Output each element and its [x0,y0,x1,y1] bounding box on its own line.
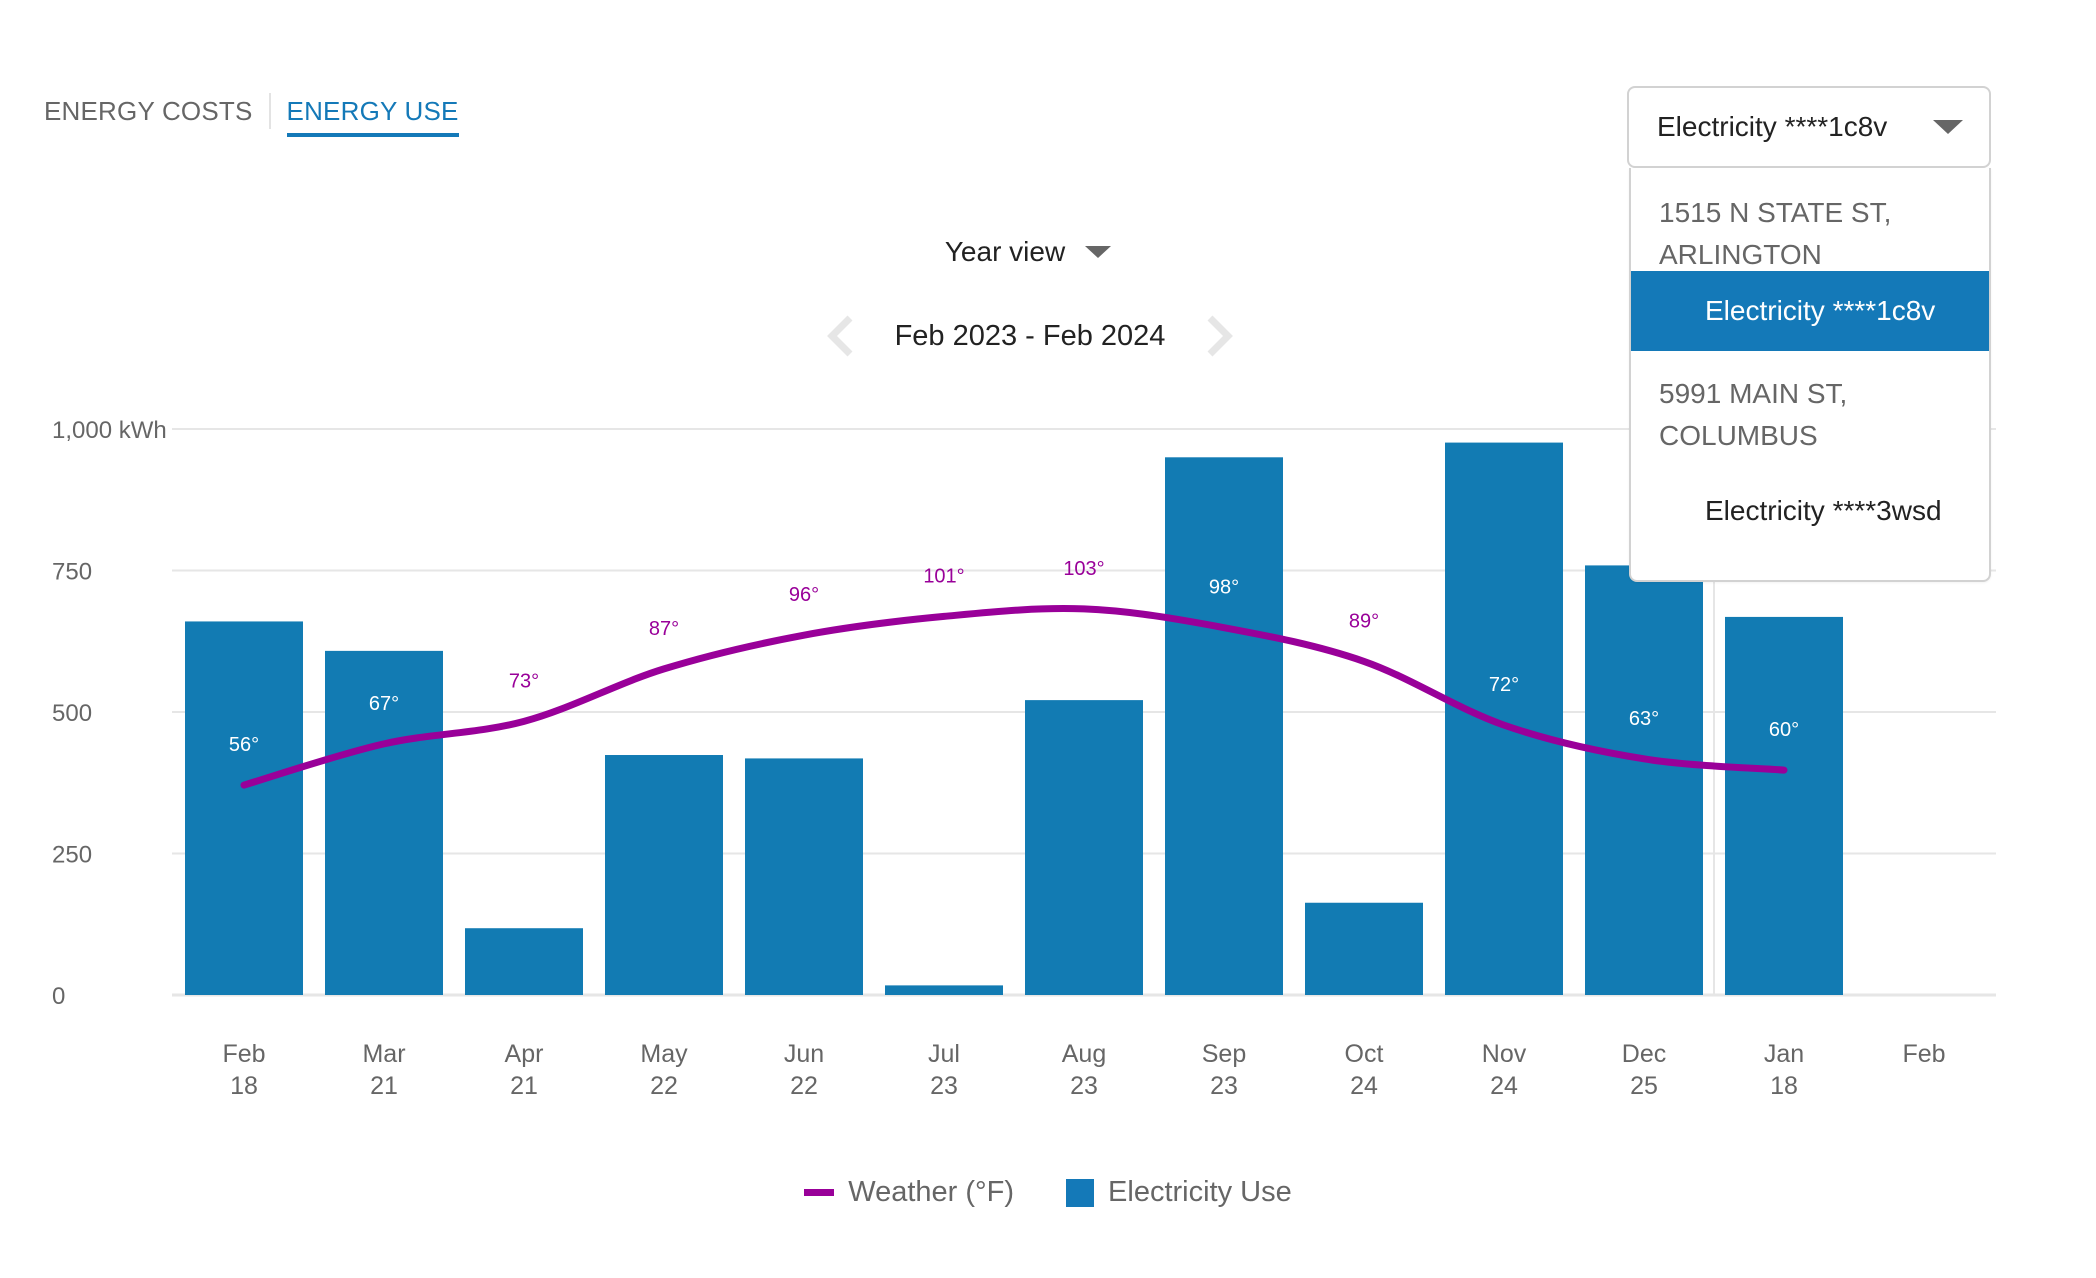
x-tick-day: 18 [230,1072,258,1100]
weather-data-label: 56° [229,734,259,756]
weather-data-label: 101° [923,565,964,587]
menu-option-electricity-3wsd[interactable]: Electricity ****3wsd [1705,495,1942,526]
weather-data-label: 98° [1209,577,1239,599]
x-tick-month: Jul [928,1040,960,1068]
view-select-wrapper: Year view [0,236,2056,268]
x-tick-day: 23 [930,1072,958,1100]
x-tick-month: Feb [1902,1040,1945,1068]
x-tick-month: Nov [1482,1040,1527,1068]
legend-label-electricity: Electricity Use [1108,1176,1292,1208]
view-select-label: Year view [944,236,1066,267]
legend-label-weather: Weather (°F) [848,1176,1015,1208]
bar-electricity-use [745,758,863,995]
bar-electricity-use [325,650,443,995]
legend-box-swatch [1066,1178,1095,1207]
x-tick-month: May [640,1040,688,1068]
weather-data-label: 63° [1629,708,1659,730]
bar-electricity-use [1165,457,1283,995]
chevron-left-icon[interactable] [820,314,864,358]
bar-electricity-use [1725,616,1843,995]
x-tick-month: Feb [222,1040,265,1068]
chart-legend: Weather (°F) Electricity Use [0,1176,2096,1209]
legend-item-electricity[interactable]: Electricity Use [1066,1176,1292,1209]
weather-data-label: 96° [789,584,819,606]
x-tick-day: 24 [1350,1072,1378,1100]
x-tick-month: Dec [1622,1040,1666,1068]
weather-data-label: 72° [1489,674,1519,696]
menu-group-columbus: 5991 MAIN ST, COLUMBUS [1659,378,1848,451]
bar-electricity-use [185,621,303,995]
account-select-value: Electricity ****1c8v [1657,111,1888,142]
date-range-label: Feb 2023 - Feb 2024 [894,319,1166,352]
bar-electricity-use [465,928,583,995]
weather-data-label: 67° [369,693,399,715]
x-tick-day: 18 [1770,1072,1798,1100]
x-tick-month: Jun [784,1040,824,1068]
x-tick-month: Mar [362,1040,405,1068]
caret-down-icon [1085,246,1112,258]
weather-line [240,605,1788,789]
legend-line-swatch [804,1189,835,1196]
x-tick-month: Jan [1764,1040,1804,1068]
x-tick-day: 23 [1210,1072,1238,1100]
bar-electricity-use [1445,442,1563,996]
y-tick-label: 500 [52,700,92,727]
weather-data-label: 73° [509,670,539,692]
account-dropdown-menu: 1515 N STATE ST, ARLINGTON Electricity *… [1629,168,1991,582]
y-tick-label: 250 [52,842,92,869]
legend-item-weather[interactable]: Weather (°F) [804,1176,1014,1209]
chevron-right-icon[interactable] [1196,314,1240,358]
date-range-nav: Feb 2023 - Feb 2024 [820,314,1240,358]
x-tick-day: 23 [1070,1072,1098,1100]
energy-use-chart: 0 250 500 750 1,000 kWh Feb 18 Mar 21 Apr 21 May 22 J… [52,417,1996,1100]
x-tick-day: 21 [370,1072,398,1100]
menu-option-electricity-1c8v[interactable]: Electricity ****1c8v [1631,271,1989,351]
x-tick-month: Oct [1345,1040,1384,1068]
bar-electricity-use [605,755,723,995]
tab-energy-use[interactable]: ENERGY USE [286,96,459,137]
weather-data-label: 89° [1349,610,1379,632]
y-tick-label: 0 [52,983,65,1010]
x-tick-day: 25 [1630,1072,1658,1100]
x-tick-month: Apr [505,1040,544,1068]
bar-electricity-use [885,985,1003,995]
x-tick-day: 24 [1490,1072,1518,1100]
x-tick-day: 22 [650,1072,678,1100]
bar-electricity-use [1025,700,1143,995]
view-select[interactable]: Year view [944,236,1112,268]
caret-down-icon [1933,120,1963,134]
x-tick-day: 21 [510,1072,538,1100]
weather-data-label: 103° [1063,558,1104,580]
y-tick-label: 1,000 kWh [52,417,167,444]
weather-data-label: 87° [649,618,679,640]
x-tick-day: 22 [790,1072,818,1100]
bar-electricity-use [1585,565,1703,995]
tab-divider [268,92,271,129]
tab-energy-costs[interactable]: ENERGY COSTS [44,96,253,126]
account-select[interactable]: Electricity ****1c8v [1627,86,1991,168]
menu-group-arlington: 1515 N STATE ST, ARLINGTON [1659,197,1892,270]
x-tick-month: Aug [1062,1040,1106,1068]
tab-bar: ENERGY COSTS ENERGY USE [44,92,459,137]
bar-electricity-use [1305,902,1423,995]
weather-data-label: 60° [1769,719,1799,741]
y-tick-label: 750 [52,559,92,586]
x-tick-month: Sep [1202,1040,1246,1068]
